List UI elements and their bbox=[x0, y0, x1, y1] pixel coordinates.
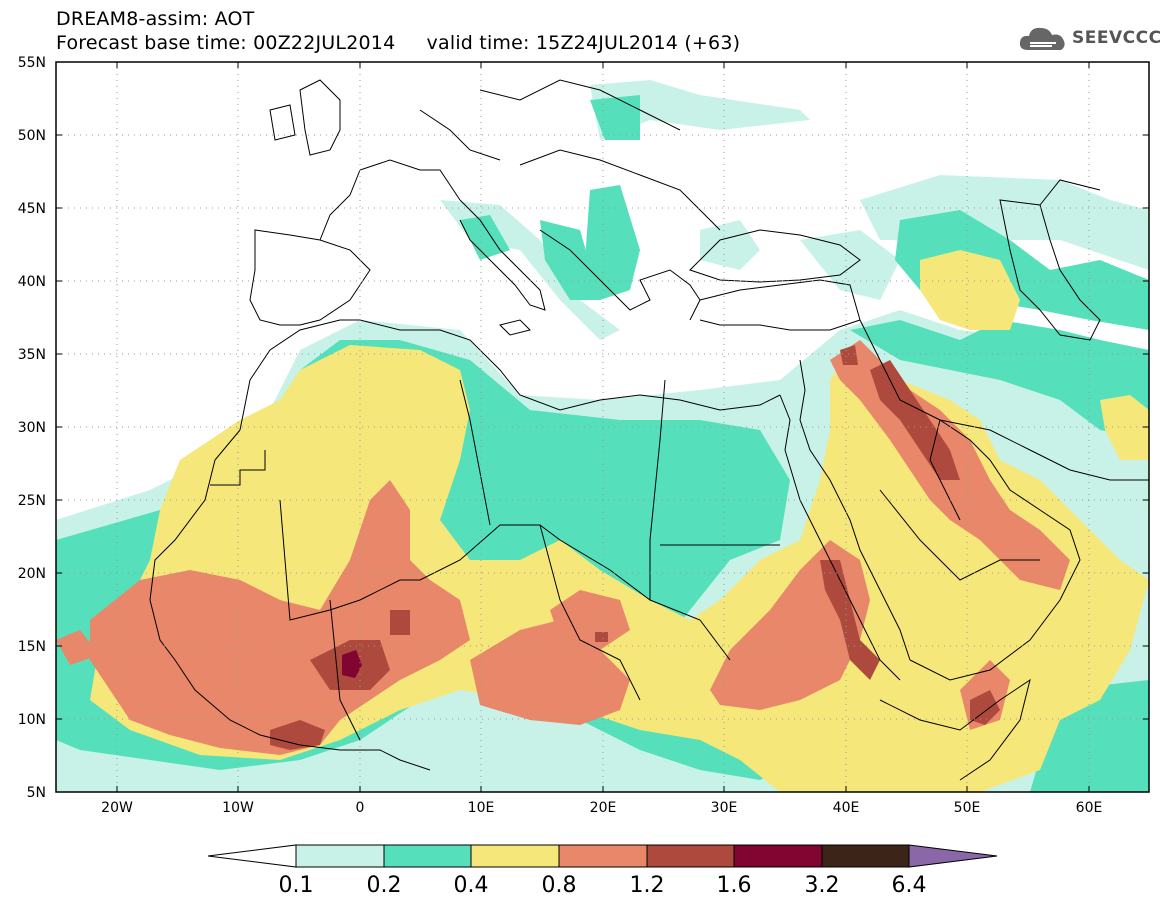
colorbar-segment-above bbox=[908, 844, 998, 868]
lat-label: 50N bbox=[18, 128, 46, 144]
colorbar-label: 3.2 bbox=[805, 873, 840, 898]
cloud-icon bbox=[1019, 27, 1065, 50]
colorbar-label: 1.2 bbox=[630, 873, 665, 898]
map-title: DREAM8-assim: AOT bbox=[56, 8, 255, 30]
lon-labels: 20W 10W 0 10E 20E 30E 40E 50E 60E bbox=[101, 800, 1102, 816]
lat-label: 10N bbox=[18, 712, 46, 728]
colorbar bbox=[207, 844, 998, 868]
lat-label: 55N bbox=[18, 55, 46, 71]
colorbar-label: 0.8 bbox=[542, 873, 577, 898]
colorbar-segment bbox=[646, 844, 735, 868]
colorbar-segment bbox=[470, 844, 560, 868]
coastlines bbox=[149, 79, 1149, 781]
lon-label: 30E bbox=[711, 800, 738, 816]
colorbar-labels: 0.1 0.2 0.4 0.8 1.2 1.6 3.2 6.4 bbox=[279, 873, 927, 898]
colorbar-label: 6.4 bbox=[892, 873, 927, 898]
lon-label: 10E bbox=[468, 800, 495, 816]
lat-label: 45N bbox=[18, 201, 46, 217]
colorbar-label: 0.1 bbox=[279, 873, 314, 898]
logo-text: SEEVCCC bbox=[1072, 28, 1162, 48]
lon-label: 10W bbox=[222, 800, 254, 816]
colorbar-label: 1.6 bbox=[717, 873, 752, 898]
colorbar-segment bbox=[558, 844, 648, 868]
lat-label: 20N bbox=[18, 566, 46, 582]
tick-marks bbox=[56, 61, 1149, 792]
gridlines bbox=[56, 62, 1149, 792]
lat-label: 15N bbox=[18, 639, 46, 655]
lat-label: 40N bbox=[18, 274, 46, 290]
forecast-times: Forecast base time: 00Z22JUL2014 valid t… bbox=[56, 32, 741, 54]
lon-label: 50E bbox=[954, 800, 981, 816]
lon-label: 20W bbox=[101, 800, 133, 816]
lat-label: 25N bbox=[18, 493, 46, 509]
colorbar-segment bbox=[733, 844, 823, 868]
colorbar-segment bbox=[821, 844, 910, 868]
seevccc-logo: SEEVCCC bbox=[1018, 24, 1162, 52]
colorbar-segment-below bbox=[207, 844, 297, 868]
colorbar-segment bbox=[383, 844, 472, 868]
lon-label: 0 bbox=[356, 800, 365, 816]
lat-label: 35N bbox=[18, 347, 46, 363]
lon-label: 40E bbox=[833, 800, 860, 816]
lon-label: 20E bbox=[590, 800, 617, 816]
lat-label: 5N bbox=[27, 785, 46, 801]
colorbar-label: 0.4 bbox=[454, 873, 489, 898]
colorbar-segment bbox=[295, 844, 385, 868]
lat-label: 30N bbox=[18, 420, 46, 436]
lat-labels: 55N 50N 45N 40N 35N 30N 25N 20N 15N 10N … bbox=[18, 55, 46, 801]
colorbar-label: 0.2 bbox=[367, 873, 402, 898]
lon-label: 60E bbox=[1076, 800, 1103, 816]
